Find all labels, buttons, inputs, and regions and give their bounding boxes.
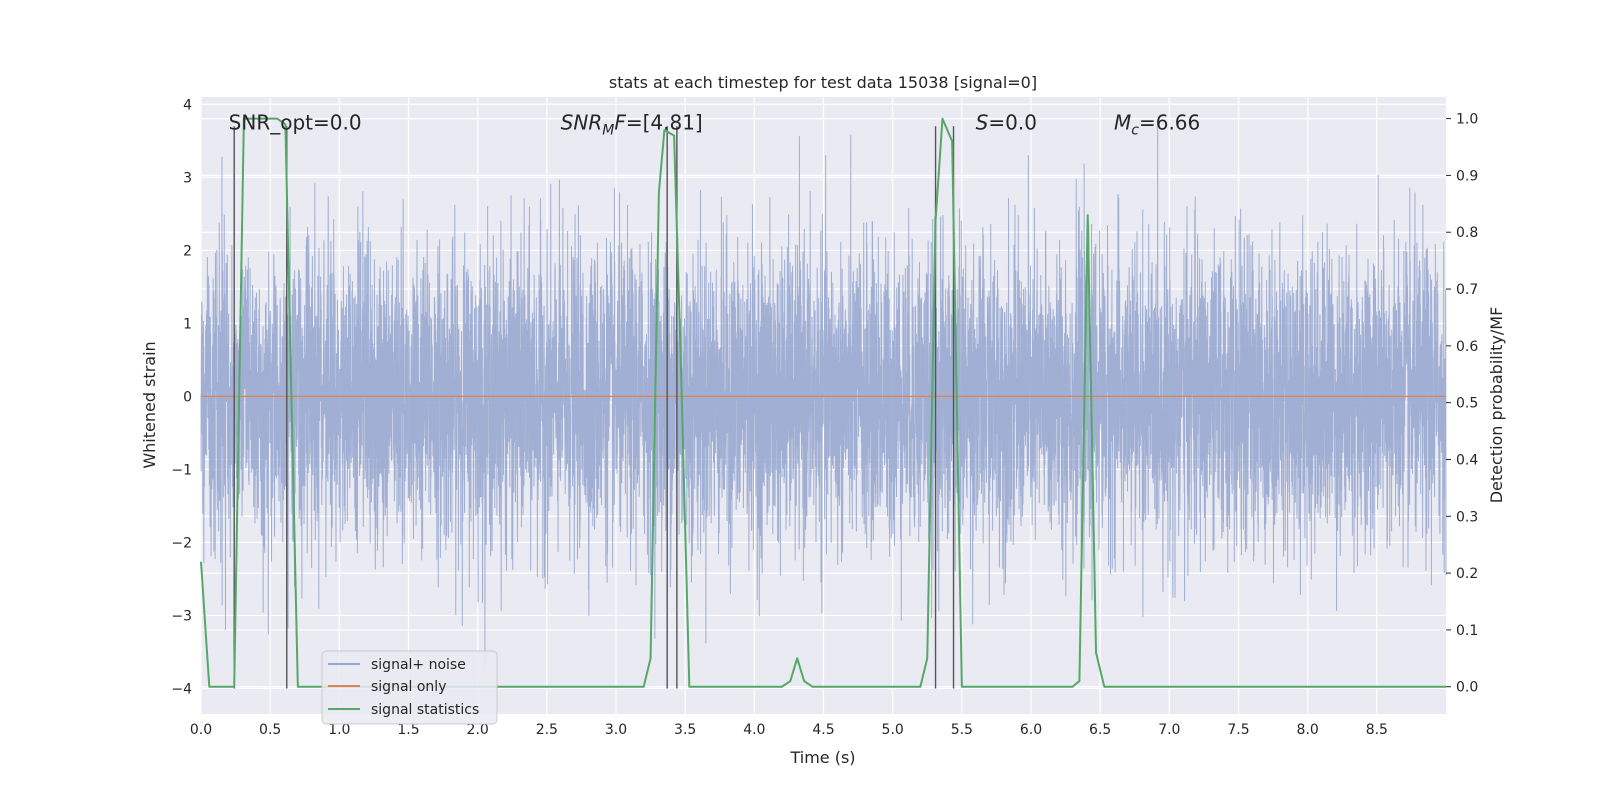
x-tick-label: 8.5: [1366, 722, 1388, 738]
y-tick-label: −2: [171, 535, 192, 551]
y-axis-label: Whitened strain: [140, 341, 159, 468]
y-tick-label: 2: [183, 243, 192, 259]
legend-label-signal-noise: signal+ noise: [371, 657, 466, 673]
y-tick-label: −1: [171, 462, 192, 478]
y2-axis-label: Detection probability/MF: [1487, 307, 1506, 504]
y2-tick-label: 0.2: [1456, 566, 1478, 582]
x-tick-label: 4.0: [743, 722, 765, 738]
y2-tick-label: 1.0: [1456, 112, 1478, 128]
chart-title: stats at each timestep for test data 150…: [609, 73, 1037, 92]
x-tick-label: 6.5: [1089, 722, 1111, 738]
annotation-1: SNRMF=[4.81]: [561, 111, 703, 139]
legend: signal+ noise signal only signal statist…: [321, 650, 498, 725]
y2-tick-label: 0.4: [1456, 452, 1478, 468]
y-axis-ticks: 4 3 2 1 0 −1 −2 −3 −4: [171, 97, 192, 697]
y2-tick-label: 0.1: [1456, 623, 1478, 639]
annotation-2: S=0.0: [976, 111, 1037, 135]
x-tick-label: 4.5: [812, 722, 834, 738]
x-tick-label: 0.5: [259, 722, 281, 738]
x-tick-label: 2.5: [536, 722, 558, 738]
x-tick-label: 6.0: [1020, 722, 1042, 738]
annotations: SNR_opt=0.0 SNRMF=[4.81] S=0.0 Mc=6.66: [229, 111, 1201, 139]
x-tick-label: 3.0: [605, 722, 627, 738]
y2-axis-ticks: 1.0 0.9 0.8 0.7 0.6 0.5 0.4 0.3 0.2 0.1 0.0: [1446, 112, 1478, 696]
x-axis-ticks: 0.0 0.5 1.0 1.5 2.0 2.5 3.0 3.5 4.0 4.5 5.0 5.5 6.0 6…: [190, 722, 1388, 738]
y2-tick-label: 0.7: [1456, 282, 1478, 298]
y2-tick-label: 0.9: [1456, 168, 1478, 184]
noise-line: [200, 122, 1447, 671]
x-tick-label: 5.0: [882, 722, 904, 738]
x-tick-label: 7.5: [1227, 722, 1249, 738]
series-signal-noise: [200, 122, 1447, 671]
series-signal-statistics: [200, 117, 1446, 688]
y2-tick-label: 0.5: [1456, 396, 1478, 412]
legend-box: [321, 650, 498, 725]
annotation-0: SNR_opt=0.0: [229, 111, 362, 135]
x-tick-label: 1.0: [328, 722, 350, 738]
x-tick-label: 7.0: [1158, 722, 1180, 738]
y2-tick-label: 0.6: [1456, 339, 1478, 355]
y-tick-label: 1: [183, 316, 192, 332]
annotation-3: Mc=6.66: [1114, 111, 1200, 139]
x-tick-label: 5.5: [951, 722, 973, 738]
y2-tick-label: 0.0: [1456, 680, 1478, 696]
y2-tick-label: 0.8: [1456, 225, 1478, 241]
y2-tick-label: 0.3: [1456, 509, 1478, 525]
x-tick-label: 3.5: [674, 722, 696, 738]
x-tick-label: 8.0: [1297, 722, 1319, 738]
legend-label-signal-only: signal only: [371, 679, 446, 695]
y-tick-label: 0: [183, 389, 192, 405]
x-tick-label: 2.0: [467, 722, 489, 738]
y-tick-label: 4: [183, 97, 192, 113]
x-axis-label: Time (s): [789, 748, 855, 767]
legend-label-signal-statistics: signal statistics: [371, 702, 479, 718]
signal-statistics-line: [200, 117, 1446, 688]
y-tick-label: −4: [171, 681, 192, 697]
x-tick-label: 0.0: [190, 722, 212, 738]
y-tick-label: −3: [171, 608, 192, 624]
y-tick-label: 3: [183, 170, 192, 186]
x-tick-label: 1.5: [397, 722, 419, 738]
